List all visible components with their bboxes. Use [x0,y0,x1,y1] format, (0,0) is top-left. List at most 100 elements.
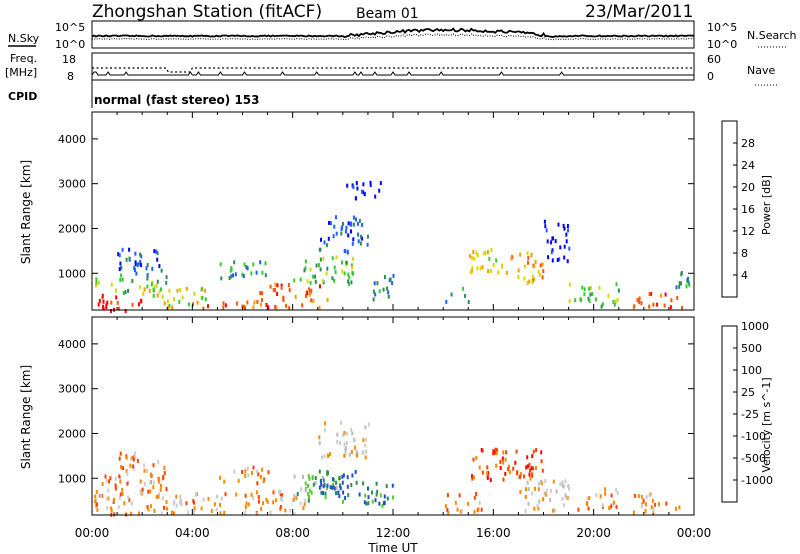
data-cell [537,487,540,492]
data-cell [583,287,586,292]
data-cell [230,274,233,279]
data-cell [665,501,668,506]
data-cell [350,229,352,234]
data-cell [637,494,640,499]
data-cell [533,264,536,269]
data-cell [156,293,159,298]
y-tick-label: 2000 [58,222,86,235]
data-cell [532,449,535,454]
data-cell [141,487,144,492]
data-cell [688,282,691,287]
data-cell [347,233,350,238]
data-cell [616,298,619,302]
data-cell [145,266,148,271]
data-cell [604,487,607,492]
data-cell [163,301,166,306]
data-cell [320,237,322,242]
data-cell [172,511,175,516]
data-cell [116,300,119,305]
data-cell [134,260,137,265]
data-cell [152,485,155,490]
data-cell [589,292,592,297]
data-cell [126,481,129,486]
data-cell [386,496,389,501]
data-cell [636,298,639,303]
velocity-colorbar: -1000 -500 -100 -25 25 100 500 1000 [721,320,773,503]
data-cell [309,267,312,272]
data-cell [319,267,322,272]
data-cell [155,283,158,288]
data-cell [296,492,299,496]
data-cell [343,271,346,276]
data-cell [528,472,531,477]
data-cell [244,469,247,474]
data-cell [287,283,290,287]
data-cell [104,474,107,479]
data-cell [559,245,562,250]
data-cell [489,478,492,482]
data-cell [458,493,461,498]
data-cell [374,194,377,199]
data-cell [685,284,688,289]
data-cell [565,239,568,244]
data-cell [224,492,227,497]
data-cell [331,485,334,490]
data-cell [373,281,376,286]
data-cell [146,263,149,267]
data-cell [108,479,110,484]
data-cell [193,291,196,296]
data-cell [114,486,117,491]
data-cell [446,508,449,512]
data-cell [241,272,244,277]
data-cell [245,265,248,270]
data-cell [352,222,355,227]
data-cell [645,495,648,499]
data-cell [501,263,503,268]
data-cell [616,491,619,496]
data-cell [531,274,534,279]
data-cell [356,453,359,458]
data-cell [139,252,142,257]
data-cell [335,255,338,260]
data-cell [348,275,351,280]
nsky-tick-bottom: 10^0 [55,38,85,51]
data-cell [517,275,520,279]
data-cell [247,502,250,507]
data-cell [542,497,545,502]
y-tick-label: 2000 [58,427,86,440]
data-cell [318,305,321,310]
data-cell [344,447,347,452]
data-cell [299,501,302,506]
data-cell [304,498,307,503]
data-cell [331,276,334,281]
data-cell [480,507,483,512]
nave-tick-top: 60 [707,53,721,66]
data-cell [219,502,221,507]
data-cell [168,288,171,293]
data-cell [378,289,381,294]
data-cell [135,271,138,276]
data-cell [648,304,651,309]
data-cell [319,257,322,262]
data-cell [343,248,346,253]
data-cell [234,272,237,277]
data-cell [586,501,589,506]
data-cell [538,482,540,486]
data-cell [549,489,552,493]
data-cell [146,284,149,289]
data-cell [493,450,496,455]
data-cell [106,506,109,510]
data-cell [355,480,358,485]
data-cell [302,474,304,479]
data-cell [112,500,115,504]
data-cell [583,292,586,297]
data-cell [531,491,534,496]
data-cell [333,224,336,229]
data-cell [340,227,343,231]
data-cell [651,498,654,503]
data-cell [294,496,297,501]
data-cell [487,269,490,274]
data-cell [278,489,280,494]
data-cell [302,506,305,511]
data-cell [581,285,584,290]
